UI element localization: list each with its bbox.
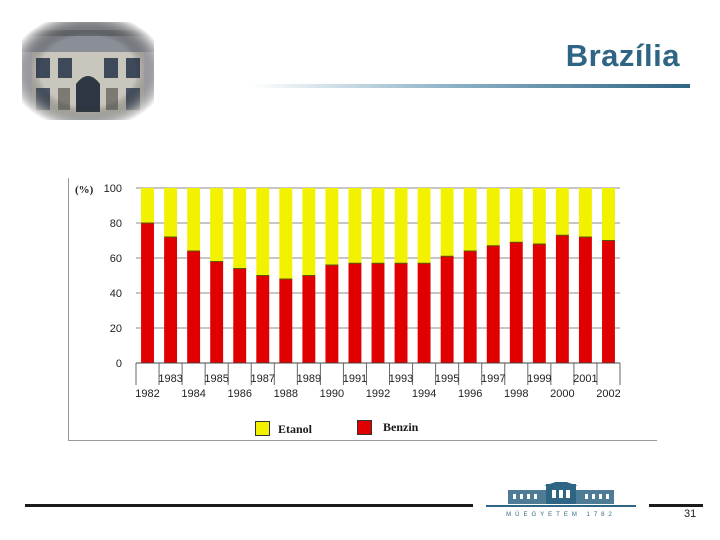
x-tick-label: 1983 [158, 373, 182, 385]
chart-frame [68, 178, 657, 441]
x-tick-label: 1998 [504, 388, 528, 400]
bar-etanol-1982 [141, 188, 154, 223]
y-tick-label: 100 [104, 183, 122, 195]
bar-etanol-2002 [602, 188, 615, 241]
bar-etanol-2000 [555, 188, 569, 236]
bar-benzin-1999 [532, 244, 546, 363]
x-tick-label: 1985 [204, 373, 228, 385]
bar-etanol-1994 [417, 188, 431, 264]
x-tick-label: 2001 [573, 373, 597, 385]
slide-title: Brazília [565, 38, 680, 73]
title-rule [250, 84, 690, 88]
x-tick-label: 1994 [412, 388, 436, 400]
bar-benzin-1987 [256, 275, 270, 363]
x-tick-label: 2000 [550, 388, 574, 400]
bar-benzin-2001 [578, 237, 592, 363]
bar-etanol-1983 [164, 188, 178, 237]
y-tick-label: 20 [110, 323, 122, 335]
bar-etanol-1995 [440, 188, 454, 257]
bar-benzin-1997 [486, 245, 500, 363]
bar-etanol-1984 [187, 188, 201, 251]
bar-etanol-1993 [394, 188, 408, 264]
building-photo [22, 22, 154, 120]
bar-benzin-1982 [141, 223, 154, 363]
footer-rule-left [25, 504, 473, 507]
bar-etanol-1988 [279, 188, 293, 279]
bar-benzin-1994 [417, 263, 431, 363]
bar-benzin-1989 [302, 275, 316, 363]
y-tick-label: 0 [116, 358, 122, 370]
bar-etanol-1987 [256, 188, 270, 276]
bar-benzin-1986 [233, 268, 247, 363]
bar-etanol-1997 [486, 188, 500, 246]
bar-etanol-1999 [532, 188, 546, 244]
x-tick-label: 1992 [366, 388, 390, 400]
bar-benzin-1983 [164, 237, 178, 363]
bar-benzin-1998 [509, 242, 523, 363]
bar-benzin-1991 [348, 263, 362, 363]
y-tick-label: 60 [110, 253, 122, 265]
x-tick-label: 1986 [227, 388, 251, 400]
x-tick-label: 1997 [481, 373, 505, 385]
university-logo: MŰEGYETEM 1782 [486, 482, 636, 518]
bar-benzin-1990 [325, 265, 339, 363]
legend-swatch-etanol [255, 421, 270, 436]
bar-benzin-2002 [602, 240, 615, 363]
legend-swatch-benzin [357, 420, 372, 435]
x-tick-label: 1993 [389, 373, 413, 385]
x-tick-label: 1982 [135, 388, 159, 400]
bar-etanol-1996 [463, 188, 477, 251]
bar-benzin-1992 [371, 263, 385, 363]
y-unit-label: (%) [75, 184, 94, 196]
bar-benzin-1984 [187, 251, 201, 363]
x-tick-label: 1991 [343, 373, 367, 385]
page-number: 31 [684, 508, 697, 520]
x-tick-label: 1989 [297, 373, 321, 385]
bar-benzin-2000 [555, 235, 569, 363]
bar-benzin-1993 [394, 263, 408, 363]
legend-label-benzin: Benzin [383, 420, 419, 434]
bar-etanol-1992 [371, 188, 385, 264]
x-tick-label: 1996 [458, 388, 482, 400]
x-tick-label: 1988 [274, 388, 298, 400]
bar-etanol-1986 [233, 188, 247, 269]
bar-etanol-1985 [210, 188, 224, 262]
logo-caption: MŰEGYETEM 1782 [506, 511, 616, 518]
x-tick-label: 1990 [320, 388, 344, 400]
y-tick-label: 80 [110, 218, 122, 230]
bar-etanol-1990 [325, 188, 339, 265]
bar-etanol-2001 [578, 188, 592, 237]
legend-label-etanol: Etanol [278, 422, 313, 436]
bar-etanol-1989 [302, 188, 316, 276]
bar-benzin-1985 [210, 261, 224, 363]
bar-benzin-1995 [440, 256, 454, 363]
bar-benzin-1988 [279, 279, 293, 363]
x-tick-label: 1999 [527, 373, 551, 385]
bar-benzin-1996 [463, 251, 477, 363]
bar-etanol-1998 [509, 188, 523, 243]
x-tick-label: 1995 [435, 373, 459, 385]
bar-etanol-1991 [348, 188, 362, 264]
x-tick-label: 1984 [181, 388, 205, 400]
x-tick-label: 2002 [596, 388, 620, 400]
x-tick-label: 1987 [251, 373, 275, 385]
footer-rule-right [649, 504, 703, 507]
y-tick-label: 40 [110, 288, 122, 300]
